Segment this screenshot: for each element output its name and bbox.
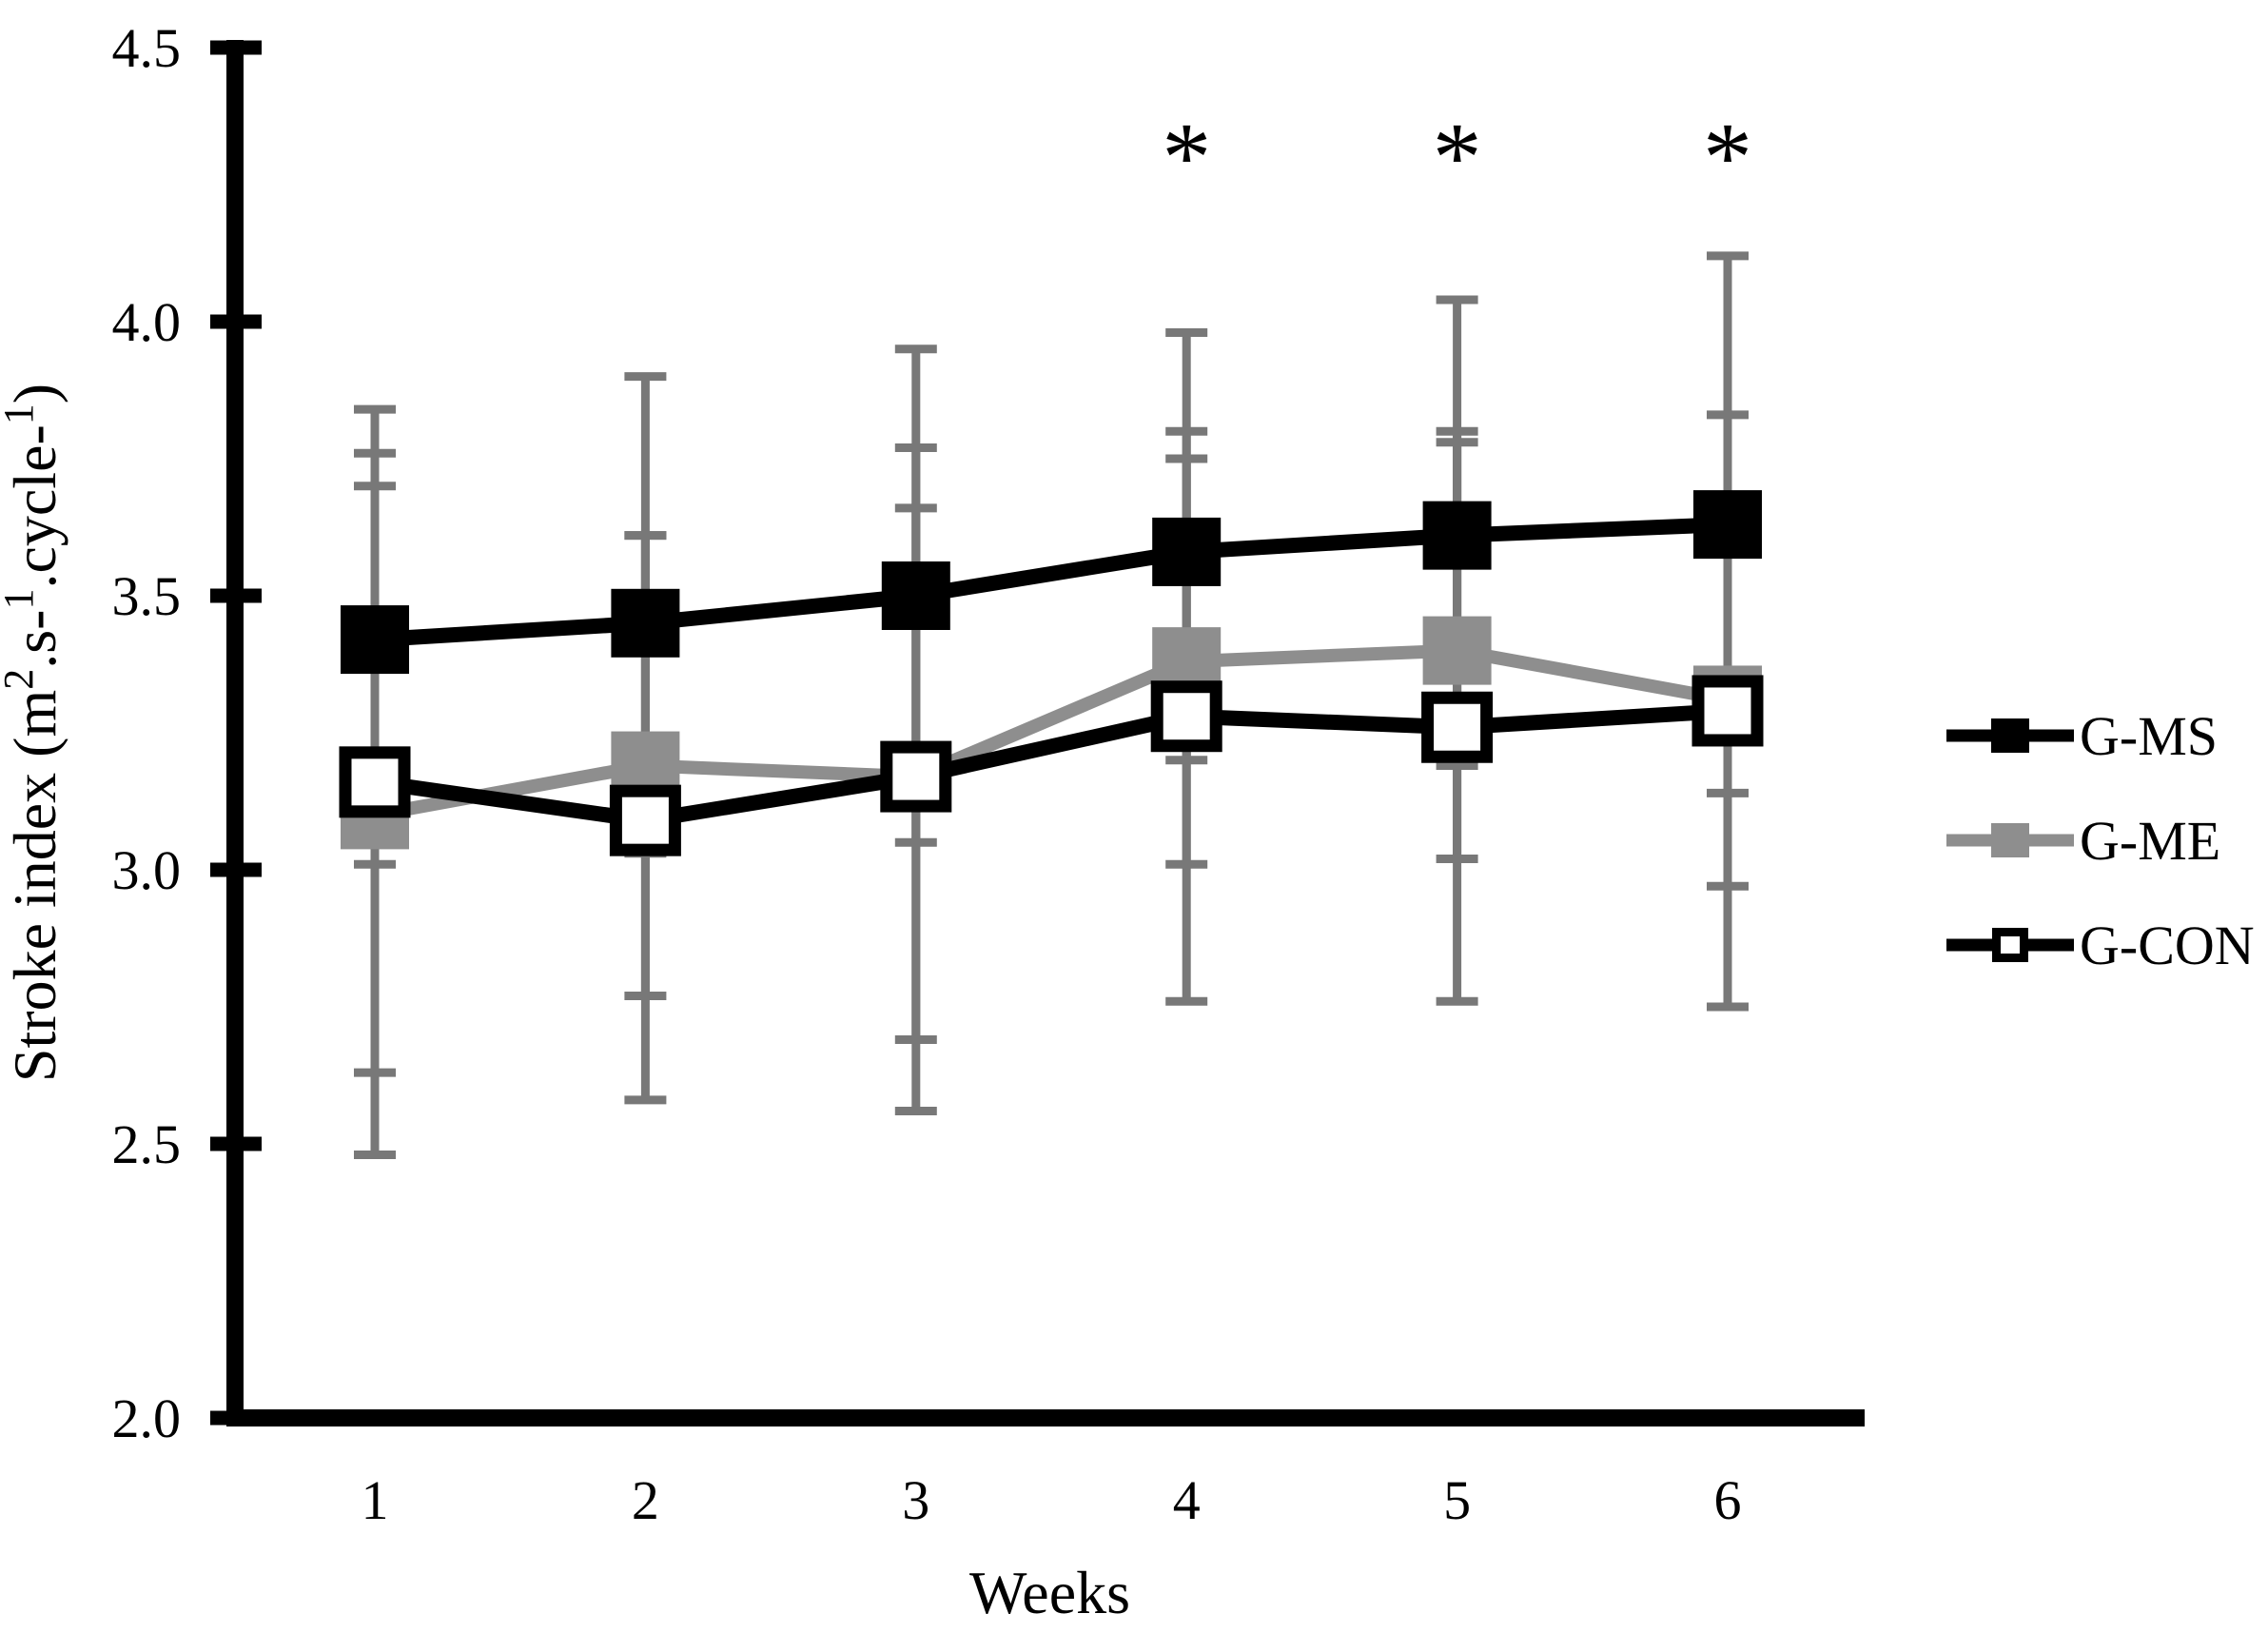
y-tick-label: 2.5 [112,1113,182,1175]
g-ms-marker [341,605,409,675]
g-ms-marker [1693,490,1762,560]
legend-label-g-ms: G-MS [2080,704,2219,767]
g-ms-marker [1422,501,1492,570]
x-tick-label: 6 [1714,1469,1742,1531]
x-tick-label: 3 [902,1469,929,1531]
g-con-marker [609,784,681,856]
y-tick-label: 3.0 [112,839,182,901]
error-bars [354,251,1749,1160]
series-g-con-line [373,702,1729,829]
series-g-me-line [373,643,1730,822]
x-axis-title: Weeks [969,1559,1130,1626]
significance-asterisk: * [1703,103,1752,212]
g-con-marker [1421,691,1494,763]
series-g-ms-line [374,517,1729,648]
g-con-marker [880,740,952,813]
x-tick-label: 2 [632,1469,659,1531]
legend-label-g-me: G-ME [2080,809,2221,872]
x-tick-label: 4 [1173,1469,1201,1531]
significance-asterisk: * [1162,103,1211,212]
x-tick-label: 1 [362,1469,389,1531]
legend-item-g-con: G-CON [1946,914,2255,976]
y-tick-label: 3.5 [112,565,182,627]
significance-asterisk: * [1433,103,1482,212]
legend: G-MS G-ME G-CON [1946,704,2255,976]
y-tick-label: 2.0 [112,1387,182,1449]
g-me-marker [1422,616,1492,685]
y-tick-label: 4.5 [112,17,182,79]
legend-item-g-ms: G-MS [1946,704,2255,767]
g-con-marker [1691,675,1764,747]
g-me-marker-icon [1946,819,2074,861]
legend-label-g-con: G-CON [2080,914,2255,976]
y-tick-label: 4.0 [112,291,182,353]
g-ms-marker [1152,517,1222,586]
g-con-square-swatch [1992,928,2028,962]
x-tick-label: 5 [1443,1469,1471,1531]
g-me-square-swatch [1991,823,2029,857]
g-con-marker [1150,680,1222,753]
g-ms-marker [881,561,950,630]
g-ms-marker-icon [1946,715,2074,757]
y-axis-title: Stroke index (m2.s-1.cycle-1) [0,384,68,1082]
legend-item-g-me: G-ME [1946,809,2255,872]
g-ms-marker [611,588,680,658]
g-con-marker-icon [1946,924,2074,966]
g-ms-square-swatch [1991,718,2029,753]
g-con-marker [339,746,411,818]
